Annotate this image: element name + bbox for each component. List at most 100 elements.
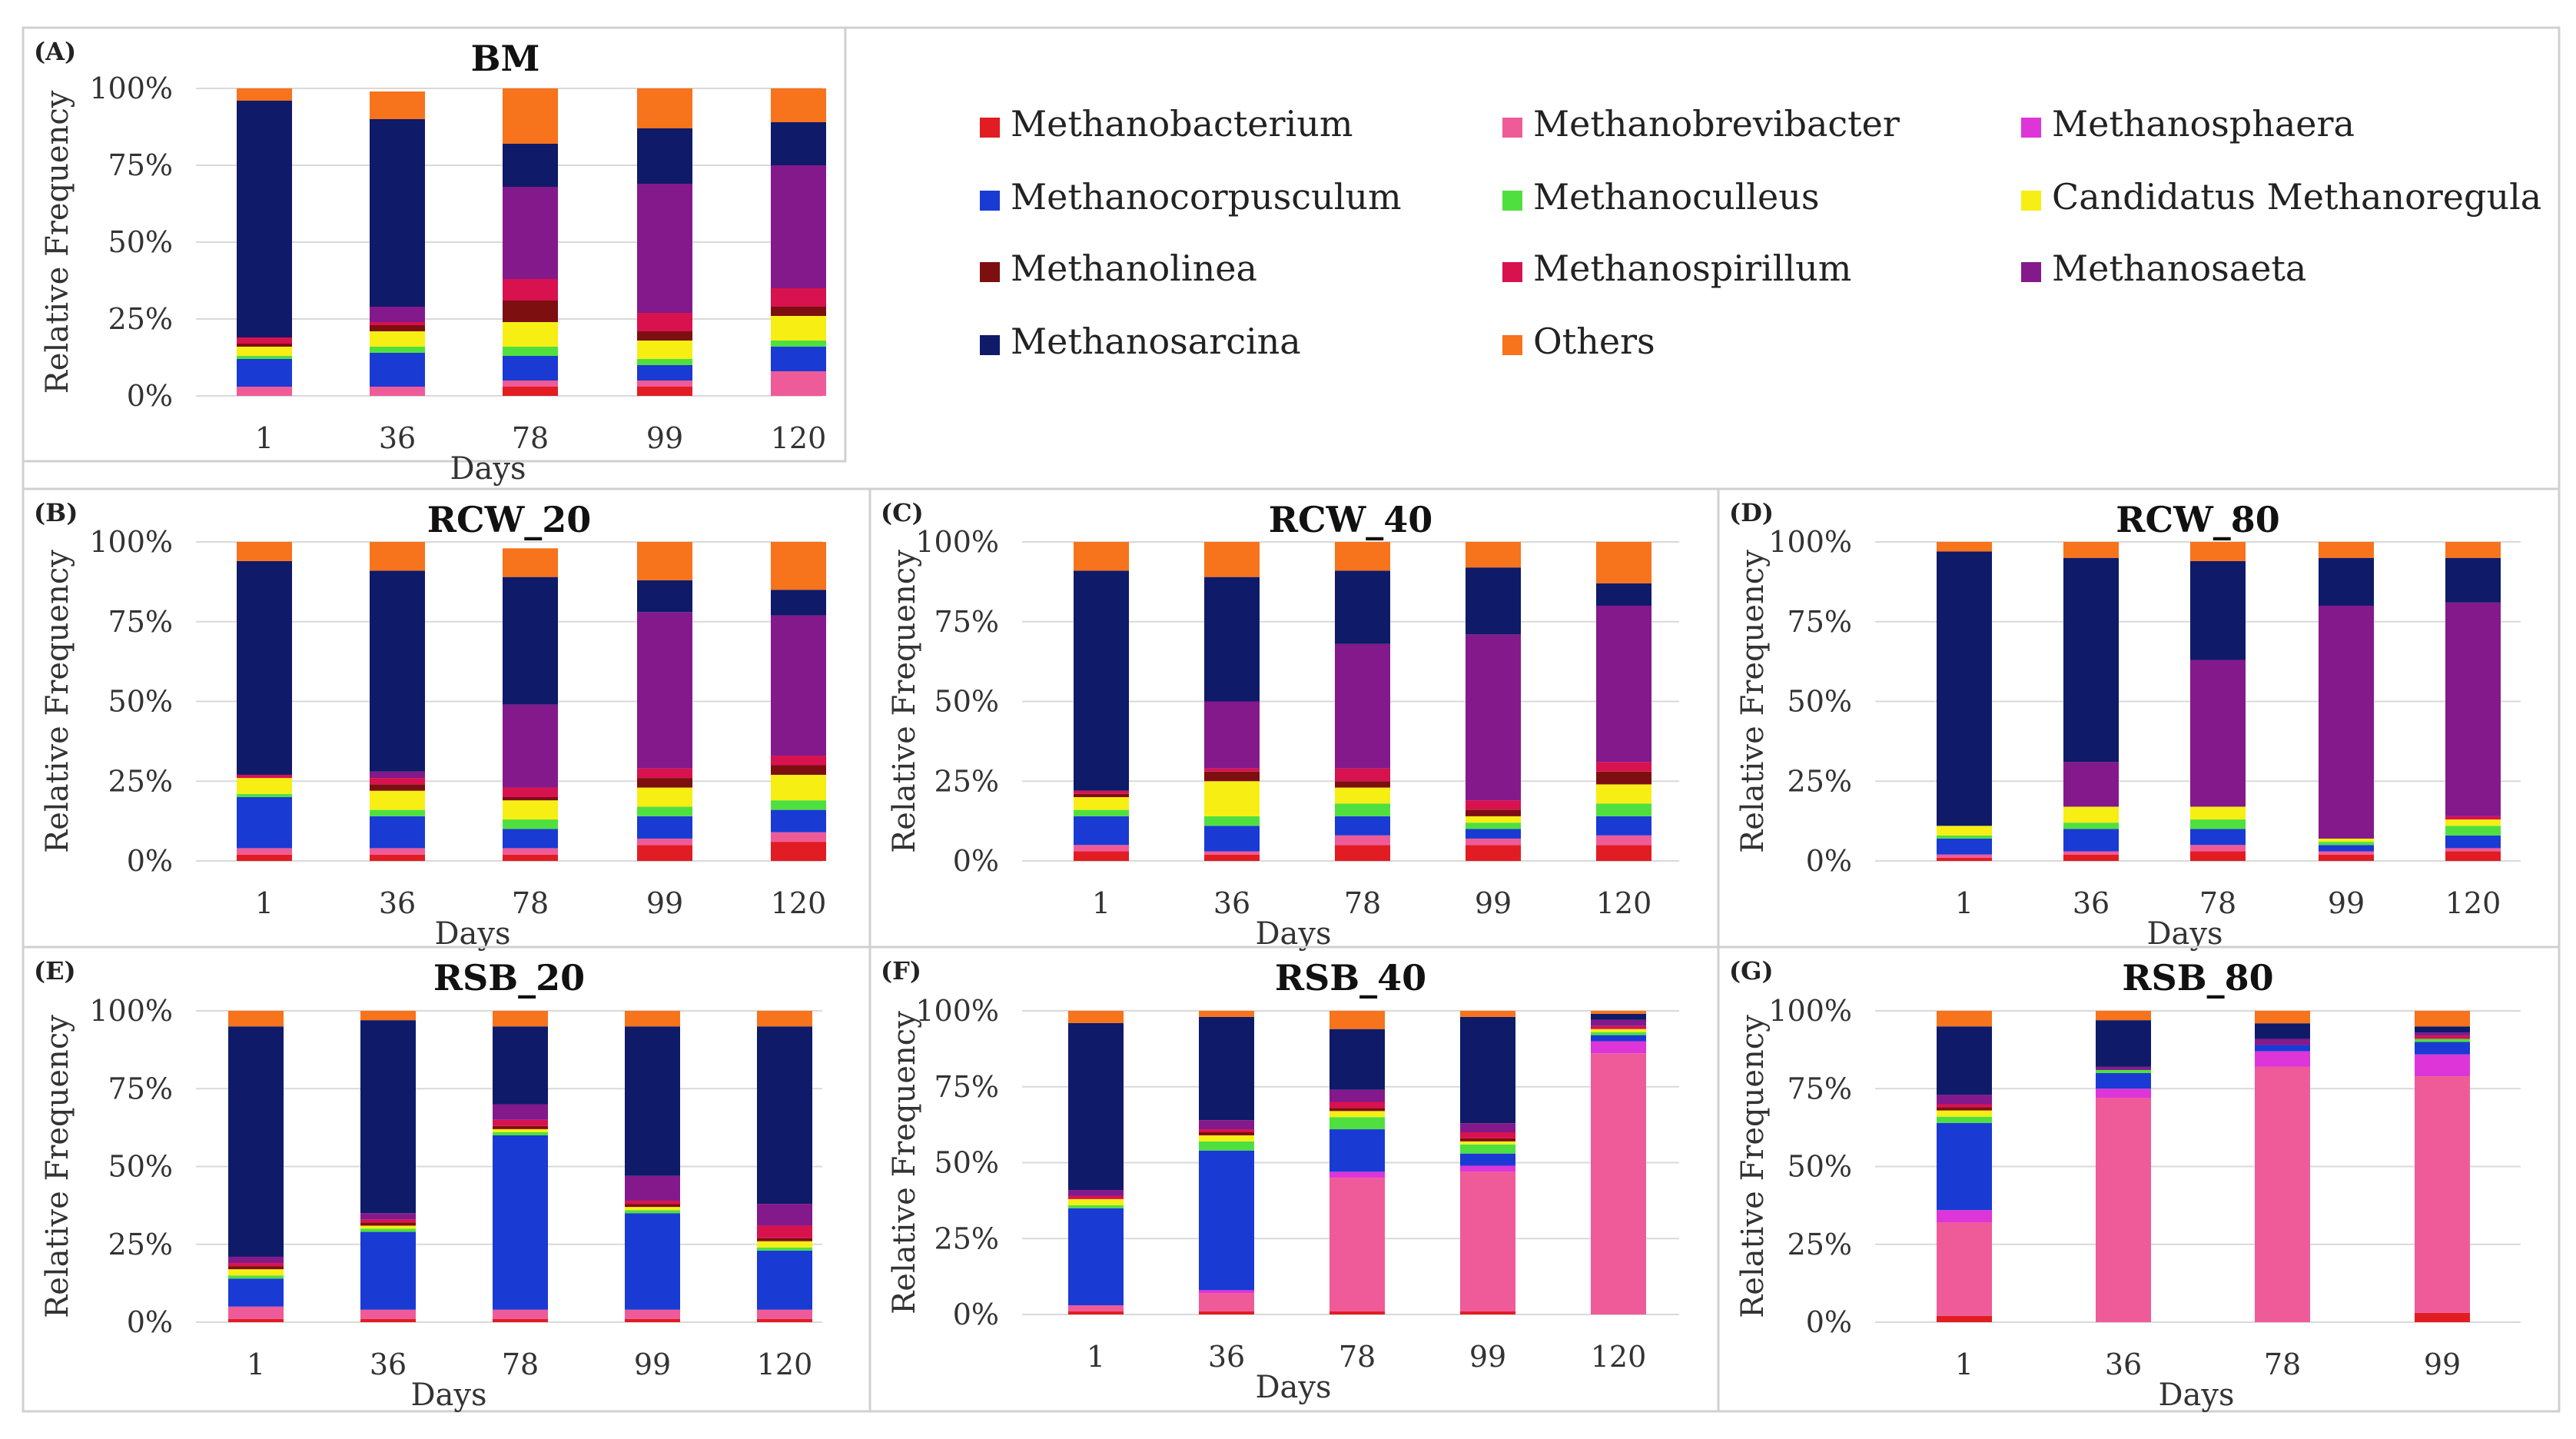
- bar-segment-methanocorpusculum: [1335, 816, 1390, 836]
- bar-segment-methanobacterium: [503, 854, 558, 861]
- bar-segment-methanocorpusculum: [237, 797, 292, 849]
- bar-segment-methanobrevibacter: [1466, 838, 1521, 846]
- bar-segment-methanosarcina: [1204, 577, 1260, 702]
- bar-day-1: [237, 542, 292, 861]
- bar-segment-methanocorpusculum: [2445, 835, 2501, 849]
- y-tick-label: 100%: [1768, 994, 1852, 1028]
- bar-segment-methanosarcina: [370, 119, 425, 307]
- bar-segment-methanobrevibacter: [2319, 851, 2374, 855]
- y-tick-label: 50%: [934, 685, 999, 719]
- bar-segment-methanosphaera: [1199, 1290, 1254, 1294]
- bar-segment-methanoculleus: [2445, 826, 2501, 836]
- bar-day-78: [1335, 542, 1390, 861]
- bar-segment-methanocorpusculum: [771, 347, 826, 371]
- y-tick-label: 0%: [1806, 844, 1852, 878]
- y-axis-label: Relative Frequency: [40, 1015, 75, 1318]
- bar-segment-methanocorpusculum: [2415, 1042, 2470, 1055]
- bar-segment-candidatus-methanoregula: [2445, 819, 2501, 826]
- bar-segment-methanoculleus: [1596, 803, 1651, 816]
- bar-segment-methanosaeta: [1460, 1123, 1515, 1132]
- bar-segment-others: [771, 88, 826, 122]
- bar-segment-methanosarcina: [1937, 551, 1992, 826]
- bar-segment-candidatus-methanoregula: [625, 1207, 680, 1211]
- bar-segment-methanobrevibacter: [2190, 845, 2246, 852]
- bar-segment-methanobrevibacter: [2096, 1098, 2151, 1322]
- bar-day-78: [1329, 1011, 1385, 1314]
- x-tick-label: 36: [1213, 886, 1250, 920]
- bar-segment-candidatus-methanoregula: [1937, 1110, 1992, 1117]
- bar-segment-candidatus-methanoregula: [360, 1225, 416, 1229]
- bar-segment-methanosaeta: [1466, 634, 1521, 801]
- bar-segment-methanosaeta: [1329, 1089, 1385, 1102]
- bar-segment-methanosphaera: [1460, 1165, 1515, 1172]
- bar-segment-methanospirillum: [493, 1119, 548, 1126]
- bar-segment-methanobacterium: [2063, 854, 2119, 861]
- bar-segment-methanolinea: [1335, 781, 1390, 788]
- bar-segment-candidatus-methanoregula: [237, 347, 292, 356]
- bar-segment-methanosarcina: [2063, 557, 2119, 763]
- bar-segment-methanosaeta: [637, 184, 692, 313]
- legend-swatch: [980, 191, 1000, 211]
- y-axis-label: Relative Frequency: [1735, 550, 1771, 853]
- bar-segment-methanoculleus: [1074, 809, 1129, 816]
- bar-segment-methanospirillum: [771, 288, 826, 307]
- y-tick-label: 100%: [915, 525, 999, 559]
- bar-segment-methanospirillum: [370, 778, 425, 785]
- bar-segment-methanobacterium: [1466, 845, 1521, 861]
- panel-title: RCW_80: [2116, 499, 2280, 540]
- bar-segment-others: [2190, 542, 2246, 561]
- bar-segment-methanoculleus: [771, 800, 826, 810]
- legend-swatch: [1502, 118, 1522, 138]
- bar-segment-candidatus-methanoregula: [1204, 781, 1260, 816]
- x-axis-label: Days: [434, 916, 510, 952]
- x-tick-label: 36: [2105, 1348, 2142, 1381]
- bar-segment-methanosarcina: [2445, 557, 2501, 603]
- y-tick-label: 50%: [108, 685, 173, 719]
- panel-rsb-20: 0% 25% 50% 75% 100% (E) RSB_20 Relative Frequen…: [22, 945, 871, 1413]
- bar-segment-methanoculleus: [2063, 823, 2119, 829]
- bar-segment-methanolinea: [360, 1222, 416, 1226]
- bar-segment-methanosarcina: [1199, 1016, 1254, 1121]
- bar-segment-methanobrevibacter: [360, 1309, 416, 1319]
- bar-segment-methanosaeta: [2255, 1039, 2310, 1045]
- panel-rcw-80: 0% 25% 50% 75% 100%(D) RCW_80 Relative Frequen…: [1717, 487, 2561, 952]
- bar-segment-methanosaeta: [1335, 643, 1390, 769]
- bar-segment-methanosaeta: [2096, 1066, 2151, 1070]
- bar-segment-methanobacterium: [637, 387, 692, 396]
- bar-segment-methanolinea: [637, 778, 692, 788]
- legend-swatch: [1502, 191, 1522, 211]
- bar-segment-methanoculleus: [2096, 1069, 2151, 1073]
- bar-day-99: [2415, 1011, 2470, 1322]
- bar-segment-methanoculleus: [493, 1132, 548, 1135]
- bar-segment-methanocorpusculum: [1199, 1150, 1254, 1291]
- panel-title: RCW_40: [1269, 499, 1433, 540]
- bar-segment-methanosaeta: [1068, 1190, 1124, 1196]
- bar-segment-methanosaeta: [360, 1213, 416, 1220]
- bar-segment-methanobacterium: [228, 1318, 284, 1322]
- bar-segment-methanosaeta: [493, 1104, 548, 1120]
- bar-segment-methanocorpusculum: [1204, 826, 1260, 852]
- bar-segment-methanobrevibacter: [493, 1309, 548, 1319]
- bar-segment-methanosaeta: [1204, 701, 1260, 769]
- legend-item-methanobacterium: Methanobacterium: [980, 103, 1353, 145]
- bar-segment-methanolinea: [1466, 809, 1521, 816]
- x-tick-label: 1: [1092, 886, 1110, 920]
- bar-segment-methanosaeta: [1199, 1120, 1254, 1130]
- bar-segment-others: [228, 1011, 284, 1027]
- bar-segment-methanosaeta: [503, 704, 558, 788]
- y-tick-label: 25%: [108, 1228, 173, 1261]
- bar-segment-candidatus-methanoregula: [1460, 1141, 1515, 1145]
- bar-segment-methanospirillum: [1068, 1195, 1124, 1199]
- bar-segment-methanocorpusculum: [2255, 1045, 2310, 1052]
- bar-segment-methanospirillum: [503, 787, 558, 797]
- bar-segment-methanobrevibacter: [771, 371, 826, 396]
- bar-segment-others: [1074, 542, 1129, 571]
- bar-segment-methanoculleus: [2190, 819, 2246, 829]
- x-tick-label: 78: [1339, 1340, 1376, 1374]
- bar-segment-others: [637, 542, 692, 580]
- legend-label: Methanolinea: [1011, 248, 1257, 289]
- bar-segment-methanosarcina: [757, 1026, 812, 1205]
- y-tick-label: 75%: [1788, 605, 1852, 639]
- bar-segment-methanobrevibacter: [237, 848, 292, 855]
- bar-segment-methanosaeta: [2319, 606, 2374, 839]
